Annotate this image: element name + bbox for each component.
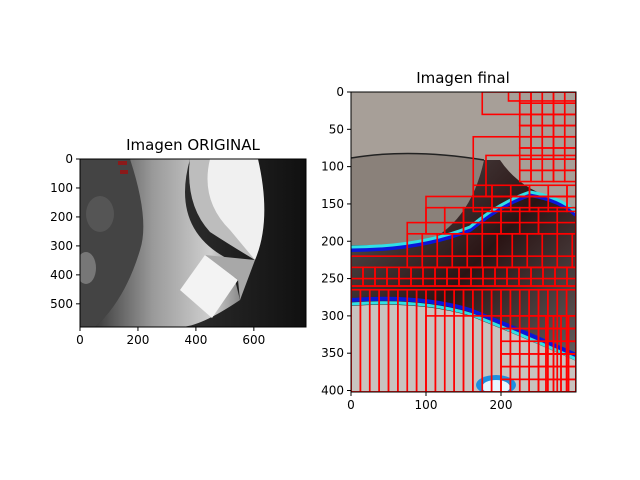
y-tick-label: 0 [65,152,73,166]
grid-block [566,266,576,287]
original-image-frame [79,158,307,328]
y-tick-label: 100 [50,181,73,195]
x-tick-label: 400 [184,333,207,347]
y-tick-label: 300 [50,239,73,253]
y-tick-label: 300 [321,309,344,323]
grid-block [571,232,576,269]
y-tick-label: 150 [321,197,344,211]
grid-block [567,378,576,392]
grid-block [351,277,576,392]
y-tick-label: 350 [321,346,344,360]
x-tick-label: 600 [242,333,265,347]
y-tick-label: 500 [50,297,73,311]
final-image-title: Imagen final [416,69,510,87]
y-tick-label: 200 [321,234,344,248]
y-tick-label: 250 [321,272,344,286]
y-tick-label: 400 [50,268,73,282]
y-tick-label: 0 [336,85,344,99]
x-tick-label: 100 [415,398,438,412]
y-tick-label: 400 [321,384,344,398]
y-tick-label: 200 [50,210,73,224]
y-tick-label: 100 [321,160,344,174]
x-tick-label: 200 [126,333,149,347]
y-tick-label: 50 [329,122,344,136]
grid-block [563,169,576,183]
original-image-title: Imagen ORIGINAL [126,136,260,154]
original-image-ticks: 0 200 400 600 0 100 200 300 400 500 [50,152,265,347]
original-image [80,159,306,327]
x-tick-label: 0 [76,333,84,347]
final-image-ticks: 0 100 200 0 50 100 150 200 250 300 350 400 [321,85,512,412]
final-image-frame [350,91,577,393]
x-tick-label: 0 [347,398,355,412]
grid-block [566,184,576,213]
final-image-axes: Imagen final 0 100 200 0 50 100 150 200 250 300 35… [321,69,577,412]
original-image-axes: Imagen ORIGINAL 0 200 400 600 0 100 200 300 400 5… [50,136,307,347]
red-block-grid-overlay [351,92,576,392]
x-tick-label: 200 [490,398,513,412]
